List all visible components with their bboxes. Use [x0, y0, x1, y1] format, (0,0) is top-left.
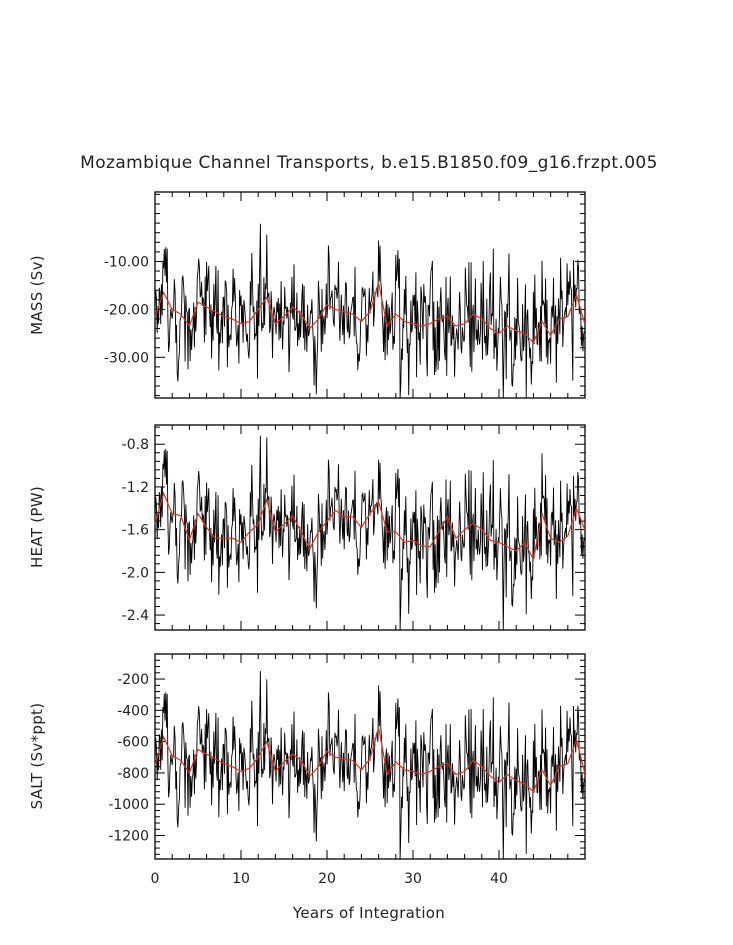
panel-heat: -0.8 -1.2 -1.6 -2.0 -2.4 HEAT (PW)	[28, 424, 586, 631]
y-tick-label: -200	[117, 672, 149, 688]
y-tick-label: -1.2	[122, 480, 149, 496]
panel-mass-frame	[154, 191, 586, 399]
y-tick-label: -30.00	[104, 350, 149, 366]
x-tick-label: 10	[232, 871, 250, 887]
panel-heat-annual-mean-series	[154, 491, 586, 562]
panel-mass-ylabel: MASS (Sv)	[28, 255, 46, 335]
panel-salt-ylabel: SALT (Sv*ppt)	[28, 703, 46, 810]
panel-mass-y-tick-labels: -10.00 -20.00 -30.00	[104, 254, 149, 366]
y-tick-label: -20.00	[104, 302, 149, 318]
mass-monthly-line	[154, 223, 585, 399]
panel-heat-frame	[154, 424, 586, 631]
panel-salt-annual-mean-series	[154, 727, 586, 793]
y-tick-label: -600	[117, 735, 149, 751]
heat-monthly-line	[154, 435, 585, 631]
x-tick-label: 40	[490, 871, 508, 887]
y-tick-label: -10.00	[104, 254, 149, 270]
panel-salt: -200 -400 -600 -800 -1000 -1200 SALT (Sv*ppt)	[28, 653, 586, 860]
x-axis-label: Years of Integration	[292, 904, 445, 922]
x-tick-label: 0	[151, 871, 160, 887]
x-tick-labels: 0 10 20 30 40	[151, 871, 508, 887]
x-tick-label: 30	[404, 871, 422, 887]
y-tick-label: -0.8	[122, 437, 149, 453]
salt-annual-mean-line	[154, 727, 586, 793]
y-tick-label: -400	[117, 703, 149, 719]
y-tick-label: -1200	[108, 829, 149, 845]
panel-heat-ticks	[154, 425, 586, 630]
y-tick-label: -1000	[108, 797, 149, 813]
y-tick-label: -800	[117, 766, 149, 782]
panel-mass-ticks	[154, 192, 586, 398]
panel-salt-monthly-series	[154, 671, 585, 860]
chart-title: Mozambique Channel Transports, b.e15.B18…	[80, 153, 658, 173]
mass-annual-mean-line	[154, 282, 586, 345]
panel-mass-monthly-series	[154, 223, 585, 399]
panel-heat-y-tick-labels: -0.8 -1.2 -1.6 -2.0 -2.4	[122, 437, 149, 624]
panel-heat-ylabel: HEAT (PW)	[28, 486, 46, 568]
salt-monthly-line	[154, 671, 585, 860]
y-tick-label: -2.0	[122, 565, 149, 581]
y-tick-label: -1.6	[122, 523, 149, 539]
panel-mass: -10.00 -20.00 -30.00 MASS (Sv)	[28, 191, 586, 399]
panel-salt-y-tick-labels: -200 -400 -600 -800 -1000 -1200	[108, 672, 149, 844]
y-tick-label: -2.4	[122, 608, 149, 624]
panel-heat-monthly-series	[154, 435, 585, 631]
heat-annual-mean-line	[154, 491, 586, 562]
panel-mass-annual-mean-series	[154, 282, 586, 345]
x-tick-label: 20	[318, 871, 336, 887]
